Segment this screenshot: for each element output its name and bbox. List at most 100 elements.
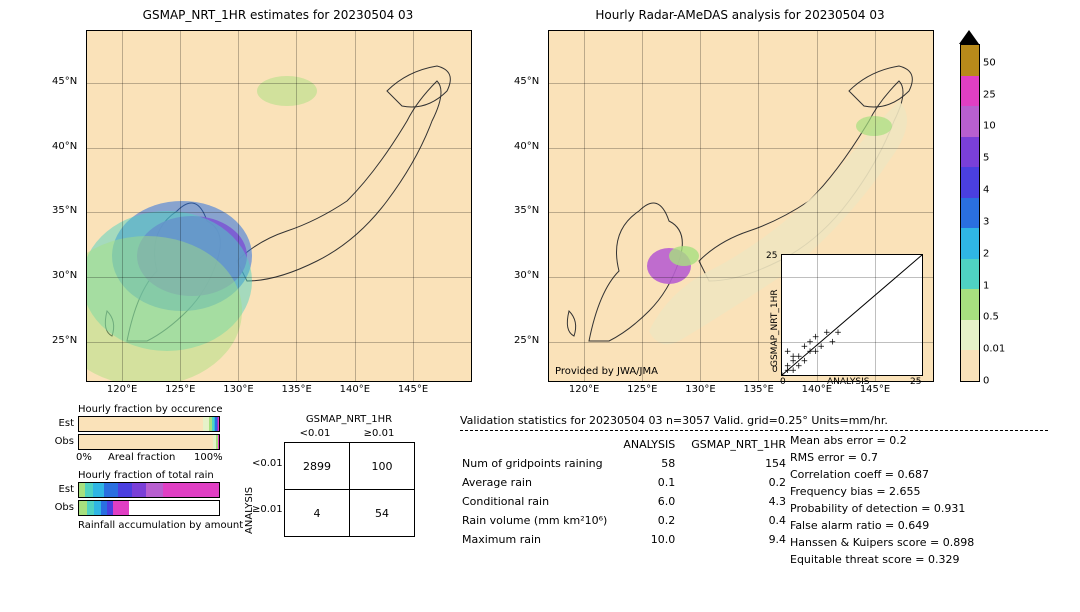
hbar-segment xyxy=(146,483,163,497)
occ-100pct: 100% xyxy=(194,452,223,463)
stats-cell: Conditional rain xyxy=(462,493,621,510)
stat-line: Hanssen & Kuipers score = 0.898 xyxy=(790,536,974,549)
colorbar-segment xyxy=(961,198,979,229)
ytick-label: 25°N xyxy=(52,335,77,346)
tot-est-label: Est xyxy=(50,484,74,495)
colorbar-tick-label: 0.5 xyxy=(983,312,999,323)
scatter-point: + xyxy=(784,366,792,375)
hbar-segment xyxy=(132,483,146,497)
figure-root: { "titles": { "left": "GSMAP_NRT_1HR est… xyxy=(0,0,1080,612)
right-map-title: Hourly Radar-AMeDAS analysis for 2023050… xyxy=(548,8,932,22)
xtick-label: 135°E xyxy=(281,384,311,395)
xtick-label: 140°E xyxy=(340,384,370,395)
ytick-label: 45°N xyxy=(514,76,539,87)
occ-est-label: Est xyxy=(50,418,74,429)
scatter-inset: +++++++++++++++++++ ANALYSIS GSMAP_NRT_1… xyxy=(781,254,923,376)
stat-line: Mean abs error = 0.2 xyxy=(790,434,974,447)
left-map-panel xyxy=(86,30,472,382)
stats-right-list: Mean abs error = 0.2RMS error = 0.7Corre… xyxy=(790,434,974,570)
scatter-point: + xyxy=(789,352,797,362)
hbar-segment xyxy=(85,483,93,497)
xtick-label: 125°E xyxy=(165,384,195,395)
colorbar-segment xyxy=(961,106,979,137)
hbar-segment xyxy=(118,483,132,497)
colorbar-segment xyxy=(961,228,979,259)
scatter-plot: +++++++++++++++++++ xyxy=(782,255,922,375)
colorbar-segment xyxy=(961,350,979,381)
stats-header-cell: ANALYSIS xyxy=(623,436,689,453)
stats-cell: Average rain xyxy=(462,474,621,491)
colorbar-segment xyxy=(961,76,979,107)
scatter-point: + xyxy=(834,328,842,338)
colorbar-segment xyxy=(961,167,979,198)
colorbar-tick-label: 25 xyxy=(983,89,996,100)
ytick-label: 35°N xyxy=(52,205,77,216)
contingency-table: 2899100 454 xyxy=(284,442,415,537)
stats-cell: Maximum rain xyxy=(462,531,621,548)
occ-obs-bar xyxy=(78,434,220,450)
colorbar-tick-label: 0.01 xyxy=(983,344,1005,355)
colorbar-segment xyxy=(961,45,979,76)
xtick-label: 130°E xyxy=(685,384,715,395)
stats-cell: 0.4 xyxy=(691,512,800,529)
stats-cell: Rain volume (mm km²10⁶) xyxy=(462,512,621,529)
stats-cell: 9.4 xyxy=(691,531,800,548)
gridline-y xyxy=(549,148,933,149)
hbar-segment xyxy=(113,501,130,515)
gridline-y xyxy=(549,342,933,343)
ct-col1: ≥0.01 xyxy=(348,428,410,439)
scatter-tick-25y: 25 xyxy=(766,251,777,261)
stats-cell: 0.2 xyxy=(691,474,800,491)
scatter-point: + xyxy=(817,342,825,352)
hbar-segment xyxy=(94,501,101,515)
xtick-label: 135°E xyxy=(743,384,773,395)
occ-xcenter: Areal fraction xyxy=(108,452,175,463)
gridline-y xyxy=(87,83,471,84)
ct-col0: <0.01 xyxy=(284,428,346,439)
ct-col-title: GSMAP_NRT_1HR xyxy=(284,414,414,425)
gridline-y xyxy=(549,277,933,278)
colorbar-tick-label: 4 xyxy=(983,185,989,196)
stats-header-cell xyxy=(462,436,621,453)
gridline-y xyxy=(87,277,471,278)
scatter-tick-0y: 0 xyxy=(772,365,778,375)
ct-cell-01: 100 xyxy=(350,443,415,490)
ct-cell-11: 54 xyxy=(350,490,415,537)
xtick-label: 120°E xyxy=(569,384,599,395)
stats-header-cell: GSMAP_NRT_1HR xyxy=(691,436,800,453)
hbar-segment xyxy=(79,435,213,449)
right-map-panel: Provided by JWA/JMA +++++++++++++++++++ … xyxy=(548,30,934,382)
xtick-label: 120°E xyxy=(107,384,137,395)
stats-left-table: ANALYSISGSMAP_NRT_1HR Num of gridpoints r… xyxy=(460,434,802,550)
totalrain-title: Hourly fraction of total rain xyxy=(78,470,214,481)
occ-est-bar xyxy=(78,416,220,432)
colorbar-arrow-icon xyxy=(959,30,979,44)
scatter-ylabel: GSMAP_NRT_1HR xyxy=(770,289,780,367)
scatter-point: + xyxy=(823,328,831,338)
ytick-label: 45°N xyxy=(52,76,77,87)
validation-header: Validation statistics for 20230504 03 n=… xyxy=(460,414,888,427)
left-map-title: GSMAP_NRT_1HR estimates for 20230504 03 xyxy=(86,8,470,22)
stats-cell: Num of gridpoints raining xyxy=(462,455,621,472)
gridline-y xyxy=(549,83,933,84)
rainfall-accum-title: Rainfall accumulation by amount xyxy=(78,520,243,531)
stat-line: Frequency bias = 2.655 xyxy=(790,485,974,498)
colorbar-segment xyxy=(961,289,979,320)
ytick-label: 35°N xyxy=(514,205,539,216)
scatter-point: + xyxy=(812,333,820,343)
validation-rule xyxy=(460,430,1048,432)
stat-line: Probability of detection = 0.931 xyxy=(790,502,974,515)
tot-obs-label: Obs xyxy=(50,502,74,513)
xtick-label: 145°E xyxy=(398,384,428,395)
xtick-label: 145°E xyxy=(860,384,890,395)
hbar-segment xyxy=(79,501,87,515)
colorbar-tick-label: 0 xyxy=(983,376,989,387)
hbar-segment xyxy=(104,483,118,497)
colorbar: 00.010.512345102550 xyxy=(960,44,980,382)
gridline-y xyxy=(87,212,471,213)
stat-line: Correlation coeff = 0.687 xyxy=(790,468,974,481)
colorbar-tick-label: 5 xyxy=(983,153,989,164)
gridline-y xyxy=(87,342,471,343)
scatter-point: + xyxy=(806,347,814,357)
occ-obs-label: Obs xyxy=(50,436,74,447)
